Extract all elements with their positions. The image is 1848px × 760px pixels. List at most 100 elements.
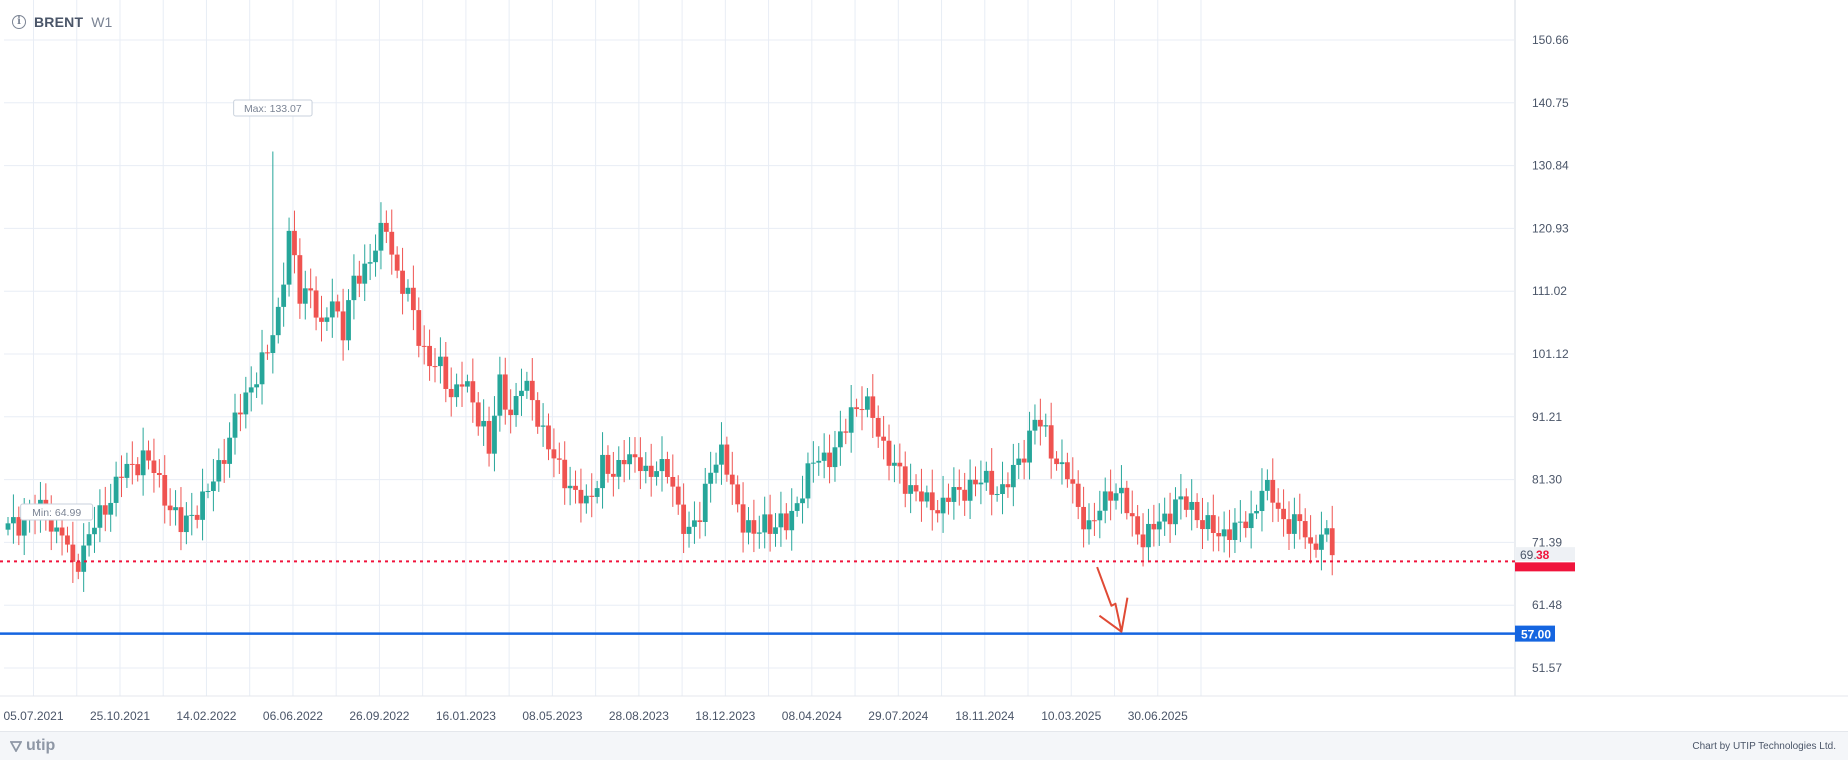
candle-bearish[interactable] [421, 345, 427, 347]
candle-bearish[interactable] [562, 459, 568, 489]
candle-bullish[interactable] [1232, 522, 1238, 540]
candle-bearish[interactable] [632, 454, 638, 458]
candle-bearish[interactable] [1075, 483, 1081, 507]
candle-bearish[interactable] [1183, 496, 1189, 510]
candle-bearish[interactable] [1037, 419, 1043, 427]
candle-bullish[interactable] [978, 482, 984, 485]
candle-bearish[interactable] [935, 510, 941, 514]
candle-bearish[interactable] [389, 231, 395, 255]
candle-bullish[interactable] [1205, 515, 1211, 530]
candle-bullish[interactable] [1291, 514, 1297, 534]
candle-bearish[interactable] [1308, 537, 1314, 544]
candle-bullish[interactable] [183, 515, 189, 533]
candle-bullish[interactable] [719, 444, 724, 465]
candle-bullish[interactable] [497, 374, 503, 416]
candle-bearish[interactable] [335, 301, 341, 312]
candle-bearish[interactable] [956, 487, 962, 490]
candle-bearish[interactable] [297, 255, 303, 304]
candle-bearish[interactable] [556, 458, 562, 460]
candle-bearish[interactable] [783, 513, 789, 531]
candle-bearish[interactable] [1054, 458, 1059, 465]
candle-bullish[interactable] [1097, 510, 1103, 521]
candle-bullish[interactable] [1043, 425, 1049, 427]
candle-bearish[interactable] [665, 459, 670, 477]
candle-bearish[interactable] [410, 287, 416, 311]
candle-bearish[interactable] [973, 479, 978, 485]
candle-bullish[interactable] [11, 517, 16, 524]
candle-bearish[interactable] [670, 476, 676, 487]
candle-bullish[interactable] [1146, 523, 1151, 548]
candle-bullish[interactable] [1086, 520, 1092, 530]
candle-bullish[interactable] [275, 306, 281, 336]
candle-bullish[interactable] [756, 532, 762, 534]
candle-bearish[interactable] [265, 352, 270, 354]
candle-bullish[interactable] [1237, 521, 1243, 523]
candle-bearish[interactable] [675, 486, 681, 505]
candle-bullish[interactable] [373, 250, 378, 263]
candle-bearish[interactable] [129, 463, 135, 465]
candle-bullish[interactable] [800, 498, 805, 504]
candle-bearish[interactable] [1194, 501, 1200, 521]
candle-bullish[interactable] [92, 527, 97, 535]
candle-bullish[interactable] [1221, 529, 1227, 537]
candle-bearish[interactable] [400, 270, 405, 294]
candle-bullish[interactable] [524, 380, 530, 391]
candle-bullish[interactable] [81, 545, 87, 572]
candle-bearish[interactable] [605, 454, 611, 474]
candle-bullish[interactable] [821, 452, 827, 461]
candle-bearish[interactable] [946, 497, 951, 502]
candle-bullish[interactable] [848, 407, 854, 433]
candle-bullish[interactable] [713, 464, 719, 473]
candle-bullish[interactable] [200, 491, 205, 520]
candle-bullish[interactable] [702, 483, 708, 522]
candle-bullish[interactable] [892, 462, 897, 466]
candle-bullish[interactable] [692, 520, 697, 527]
candle-bullish[interactable] [21, 519, 27, 536]
candle-bullish[interactable] [243, 392, 249, 415]
candle-bullish[interactable] [465, 381, 470, 387]
candle-bullish[interactable] [362, 263, 368, 284]
candle-bearish[interactable] [459, 384, 465, 387]
candle-bullish[interactable] [940, 497, 946, 514]
candle-bullish[interactable] [227, 437, 233, 464]
candle-bullish[interactable] [805, 463, 811, 499]
candle-bearish[interactable] [308, 288, 314, 291]
candle-bullish[interactable] [351, 275, 357, 301]
candle-bullish[interactable] [259, 352, 265, 385]
candle-bullish[interactable] [832, 447, 838, 468]
candle-bullish[interactable] [189, 514, 195, 516]
candle-bearish[interactable] [1140, 534, 1146, 548]
candle-bearish[interactable] [886, 440, 892, 466]
candle-bearish[interactable] [1216, 532, 1222, 537]
candle-bearish[interactable] [16, 517, 22, 536]
forecast-down-arrow[interactable] [1096, 566, 1129, 633]
candle-bearish[interactable] [135, 464, 141, 476]
candle-bullish[interactable] [746, 520, 751, 533]
candle-bullish[interactable] [789, 510, 795, 531]
info-icon[interactable]: i [12, 15, 26, 29]
candle-bearish[interactable] [1270, 479, 1276, 503]
candle-bullish[interactable] [54, 527, 60, 532]
candle-bullish[interactable] [1113, 493, 1119, 501]
candle-bullish[interactable] [1102, 491, 1108, 511]
candle-bullish[interactable] [600, 454, 605, 489]
candle-bullish[interactable] [1189, 501, 1195, 510]
candle-bullish[interactable] [286, 230, 292, 285]
candle-bullish[interactable] [816, 460, 822, 463]
candle-bullish[interactable] [481, 420, 487, 427]
candle-bullish[interactable] [1162, 513, 1168, 522]
candle-bearish[interactable] [902, 466, 908, 494]
candle-bullish[interactable] [5, 523, 11, 530]
candle-bullish[interactable] [583, 495, 589, 504]
candle-bullish[interactable] [378, 222, 384, 251]
candle-bullish[interactable] [1248, 513, 1254, 529]
candle-bearish[interactable] [292, 230, 297, 256]
candle-bullish[interactable] [540, 425, 546, 427]
candle-bullish[interactable] [908, 485, 914, 494]
candle-bullish[interactable] [232, 412, 238, 438]
candle-bullish[interactable] [210, 481, 216, 492]
candle-bullish[interactable] [281, 284, 287, 307]
candle-bearish[interactable] [1286, 519, 1292, 534]
candle-bearish[interactable] [1281, 508, 1286, 520]
candle-bearish[interactable] [989, 470, 995, 495]
